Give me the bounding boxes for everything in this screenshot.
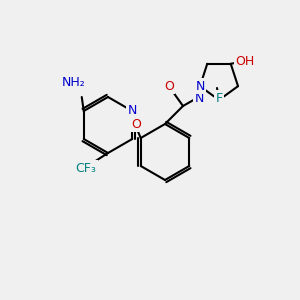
- Text: N: N: [195, 80, 205, 93]
- Text: F: F: [215, 92, 223, 104]
- Text: N: N: [194, 92, 204, 104]
- Text: N: N: [128, 104, 137, 118]
- Text: O: O: [164, 80, 174, 92]
- Text: O: O: [132, 118, 141, 131]
- Text: CF₃: CF₃: [76, 161, 96, 175]
- Text: OH: OH: [235, 55, 254, 68]
- Text: NH₂: NH₂: [62, 76, 86, 88]
